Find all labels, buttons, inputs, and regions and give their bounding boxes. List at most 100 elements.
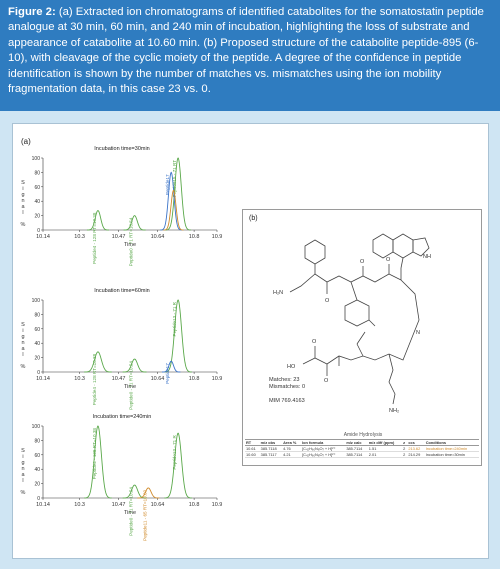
atom-label-ho: HO bbox=[287, 364, 296, 370]
mismatches-count: Mismatches: 0 bbox=[269, 384, 306, 391]
table-cell: 10.60 bbox=[246, 452, 256, 457]
structure-panel: (b) bbox=[242, 209, 482, 466]
x-tick-label: 10.47 bbox=[112, 376, 126, 382]
x-tick-label: 10.3 bbox=[74, 234, 85, 240]
caption-label: Figure 2: bbox=[8, 6, 56, 18]
table-header: Conditions bbox=[425, 440, 447, 445]
x-axis-label: Time bbox=[124, 384, 136, 390]
peak-line bbox=[122, 358, 147, 373]
peak-line bbox=[123, 215, 146, 231]
y-tick-label: 100 bbox=[32, 156, 41, 162]
indole-ring-2 bbox=[372, 233, 394, 259]
table-cell: [C₄₂H₆₀N₈O₇ + H]²⁺ bbox=[302, 452, 336, 457]
peak-line bbox=[164, 432, 192, 499]
table-header: m/z diff (ppm) bbox=[368, 440, 395, 445]
panel-b-label: (b) bbox=[249, 215, 258, 222]
table-cell: 385.7114 bbox=[346, 446, 363, 451]
y-tick-label: 20 bbox=[34, 356, 40, 362]
table-cell: 385.7118 bbox=[260, 446, 277, 451]
y-tick-label: 60 bbox=[34, 453, 40, 459]
peak-label: Peptide11 - 65 RT=10.60 bbox=[142, 489, 147, 540]
table-cell: Incubation time=30min bbox=[425, 452, 465, 457]
chart-title: Incubation time=30min bbox=[94, 146, 150, 152]
x-tick-label: 10.9 bbox=[212, 376, 223, 382]
x-tick-label: 10.8 bbox=[189, 234, 200, 240]
table-cell: 214.29 bbox=[408, 452, 421, 457]
table-cell: 1.51 bbox=[368, 446, 377, 451]
panel-a-label: (a) bbox=[21, 137, 31, 146]
x-tick-label: 10.3 bbox=[74, 376, 85, 382]
table-cell: Incubation time=240min bbox=[425, 446, 468, 451]
table-cell: 2 bbox=[403, 446, 406, 451]
aromatic-ring bbox=[344, 299, 370, 327]
peak-label: Peptide4 - 128 RT=10.38 bbox=[92, 353, 97, 405]
atom-label-nh: NH bbox=[423, 254, 431, 260]
peak-line bbox=[165, 157, 191, 231]
table-cell: 2.01 bbox=[368, 452, 377, 457]
table-header-row: RT m/z obs Area % Ion formula m/z calc m… bbox=[245, 439, 479, 446]
matches-count: Matches: 23 bbox=[269, 377, 300, 383]
y-tick-label: 80 bbox=[34, 170, 40, 176]
table-header: Ion formula bbox=[302, 440, 324, 445]
table-header: RT bbox=[246, 440, 252, 445]
x-tick-label: 10.14 bbox=[36, 234, 50, 240]
y-tick-label: 80 bbox=[34, 312, 40, 318]
lysine-chain bbox=[388, 353, 396, 405]
amide-hydrolysis-label: Amide Hydrolysis bbox=[343, 432, 383, 438]
backbone-link bbox=[400, 279, 420, 341]
table-cell: 4.76 bbox=[283, 446, 291, 451]
table-cell: 10.61 bbox=[246, 446, 256, 451]
peak-line bbox=[86, 210, 109, 231]
x-tick-label: 10.3 bbox=[74, 502, 85, 508]
table-cell: 2 bbox=[403, 452, 406, 457]
table-header: ccs bbox=[408, 440, 415, 445]
peak-label: Peptide17 bbox=[165, 174, 170, 195]
chromatogram-charts: Incubation time=30min 100 80 60 40 20 0 S i g n a l … bbox=[21, 146, 223, 541]
y-tick-label: 100 bbox=[32, 298, 41, 304]
pyrrole-ring bbox=[412, 237, 430, 257]
peak-line bbox=[137, 487, 160, 499]
bond bbox=[350, 281, 358, 301]
peak-line bbox=[162, 360, 181, 373]
atom-label-n: N bbox=[416, 330, 420, 336]
peak-line bbox=[163, 189, 184, 231]
peak-label: Peptide4 - 128 RT=10.38 bbox=[92, 212, 97, 264]
table-cell: 213.62 bbox=[408, 446, 421, 451]
atom-label-o: O bbox=[312, 339, 317, 345]
atom-label-o: O bbox=[324, 378, 329, 384]
peak-label: Peptide13 - 71 R bbox=[172, 301, 177, 336]
table-row: 10.61 385.7118 4.76 [C₄₂H₆₀N₈O₇ + H]²⁺ 3… bbox=[245, 446, 479, 452]
caption-text: (a) Extracted ion chromatograms of ident… bbox=[8, 6, 484, 96]
y-tick-label: 40 bbox=[34, 341, 40, 347]
table-cell: 4.21 bbox=[283, 452, 291, 457]
x-tick-label: 10.47 bbox=[112, 234, 126, 240]
y-tick-label: 0 bbox=[37, 370, 40, 376]
y-tick-label: 60 bbox=[34, 327, 40, 333]
phenyl-ring bbox=[304, 239, 326, 265]
x-tick-label: 10.14 bbox=[36, 502, 50, 508]
y-tick-label: 60 bbox=[34, 185, 40, 191]
y-tick-label: 0 bbox=[37, 496, 40, 502]
table-row: 10.60 385.7117 4.21 [C₄₂H₆₀N₈O₇ + H]²⁺ 3… bbox=[245, 452, 479, 458]
table-header: m/z obs bbox=[260, 440, 276, 445]
figure-caption: Figure 2: (a) Extracted ion chromatogram… bbox=[0, 0, 500, 111]
x-tick-label: 10.47 bbox=[112, 502, 126, 508]
peak-label: Peptide4 - 128 RT=10.38 bbox=[92, 428, 97, 480]
x-tick-label: 10.8 bbox=[189, 502, 200, 508]
x-tick-label: 10.14 bbox=[36, 376, 50, 382]
table-cell: [C₄₂H₆₀N₈O₇ + H]²⁺ bbox=[302, 446, 336, 451]
backbone-top bbox=[289, 273, 402, 293]
mim-value: MIM 769.4163 bbox=[269, 398, 305, 404]
matches-block: Matches: 23 Mismatches: 0 bbox=[269, 377, 305, 392]
peak-label: Peptide0 - 71 RT=10.54 bbox=[129, 217, 134, 266]
peak-line bbox=[164, 299, 192, 373]
x-tick-label: 10.8 bbox=[189, 376, 200, 382]
table-header: Area % bbox=[283, 440, 297, 445]
peak-label: Peptide0 - 71 RT=10.54 bbox=[129, 487, 134, 536]
atom-label-nh2: NH₂ bbox=[389, 408, 399, 414]
